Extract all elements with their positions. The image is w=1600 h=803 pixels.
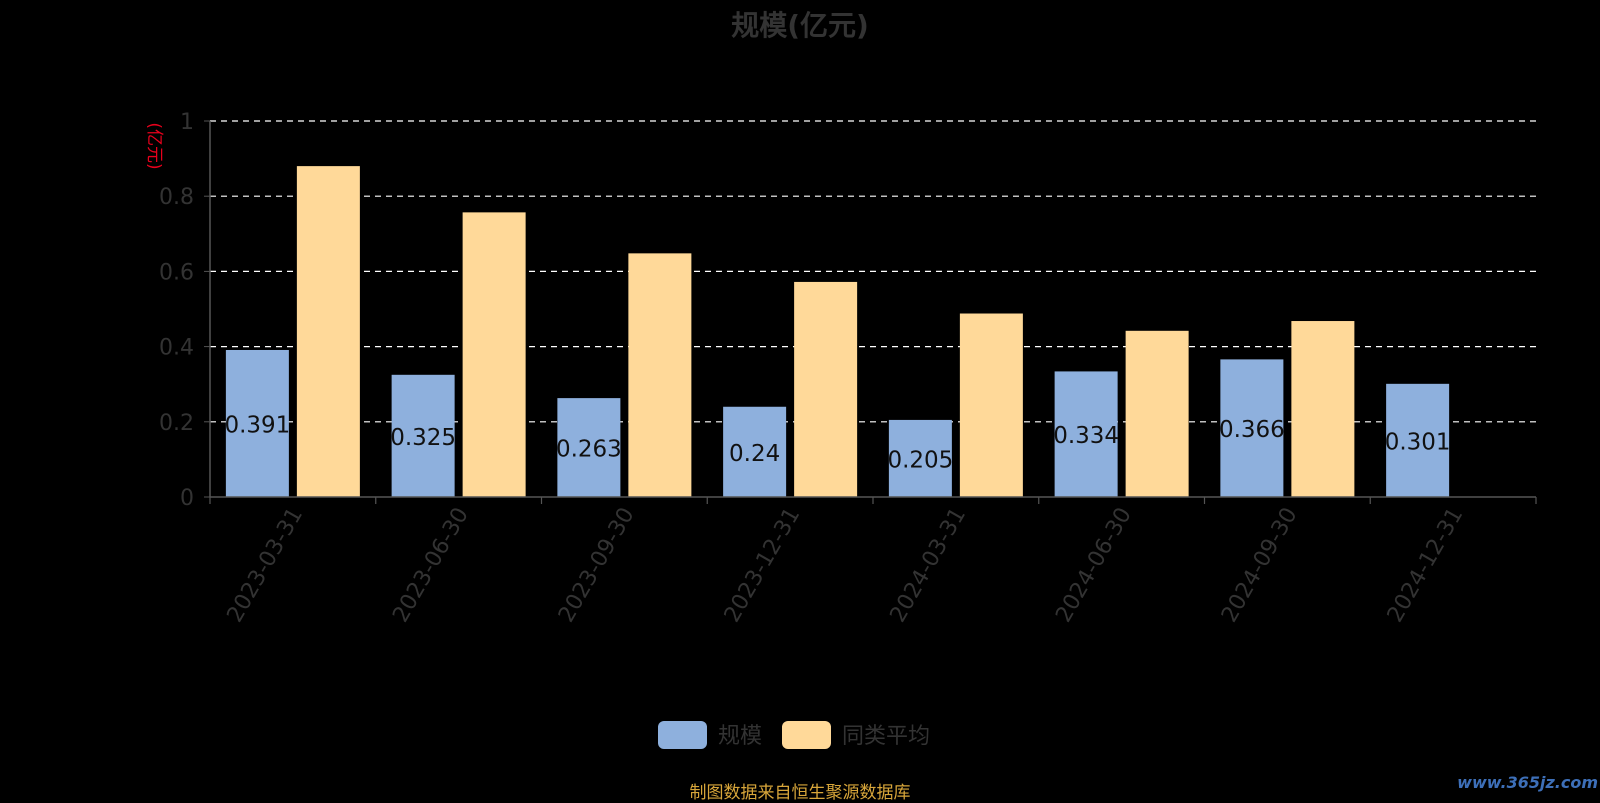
x-tick-label: 2024-06-30: [1051, 504, 1137, 627]
bar-category-average: [794, 281, 858, 497]
bar-category-average: [296, 166, 360, 497]
bar-scale: [557, 398, 621, 497]
legend-swatch: [782, 721, 831, 749]
bar-category-average: [628, 253, 692, 497]
bar-data-label: 0.334: [1053, 423, 1119, 449]
bar-scale: [1220, 359, 1284, 497]
bar-data-label: 0.205: [887, 447, 953, 473]
bar-data-label: 0.366: [1219, 417, 1285, 443]
y-tick-label: 0.6: [159, 260, 194, 285]
bar-scale: [225, 349, 289, 497]
bar-data-label: 0.24: [729, 441, 780, 467]
bar-scale: [1054, 371, 1118, 497]
legend-swatch: [658, 721, 707, 749]
y-tick-label: 0.8: [159, 185, 194, 210]
x-tick-label: 2024-09-30: [1217, 504, 1303, 627]
y-axis-title: (亿元): [144, 122, 164, 169]
bar-data-label: 0.263: [556, 437, 622, 463]
bar-category-average: [959, 313, 1023, 497]
bar-scale: [391, 374, 455, 497]
legend-item[interactable]: 规模: [658, 721, 762, 749]
x-tick-label: 2024-12-31: [1383, 504, 1469, 627]
x-tick-label: 2023-03-31: [222, 504, 308, 627]
bar-scale: [1386, 383, 1450, 497]
x-tick-label: 2023-06-30: [388, 504, 474, 627]
data-source-note: 制图数据来自恒生聚源数据库: [689, 783, 911, 803]
bar-data-label: 0.391: [224, 412, 290, 438]
legend-item[interactable]: 同类平均: [782, 721, 930, 749]
x-tick-label: 2023-09-30: [554, 504, 640, 627]
bar-category-average: [462, 212, 526, 498]
bar-scale: [888, 419, 952, 497]
legend-label: 同类平均: [842, 724, 930, 749]
chart-title: 规模(亿元): [731, 9, 869, 42]
bar-category-average: [1125, 330, 1189, 497]
x-tick-label: 2023-12-31: [720, 504, 806, 627]
bar-data-label: 0.325: [390, 425, 456, 451]
watermark: www.365jz.com: [1457, 773, 1598, 792]
y-tick-label: 0: [180, 486, 194, 511]
y-tick-label: 0.4: [159, 336, 194, 361]
bar-scale: [723, 406, 787, 497]
x-tick-label: 2024-03-31: [885, 504, 971, 627]
bar-data-label: 0.301: [1385, 429, 1451, 455]
legend-label: 规模: [718, 724, 762, 749]
bar-category-average: [1291, 321, 1355, 497]
y-tick-label: 0.2: [159, 411, 194, 436]
y-tick-label: 1: [180, 110, 194, 135]
